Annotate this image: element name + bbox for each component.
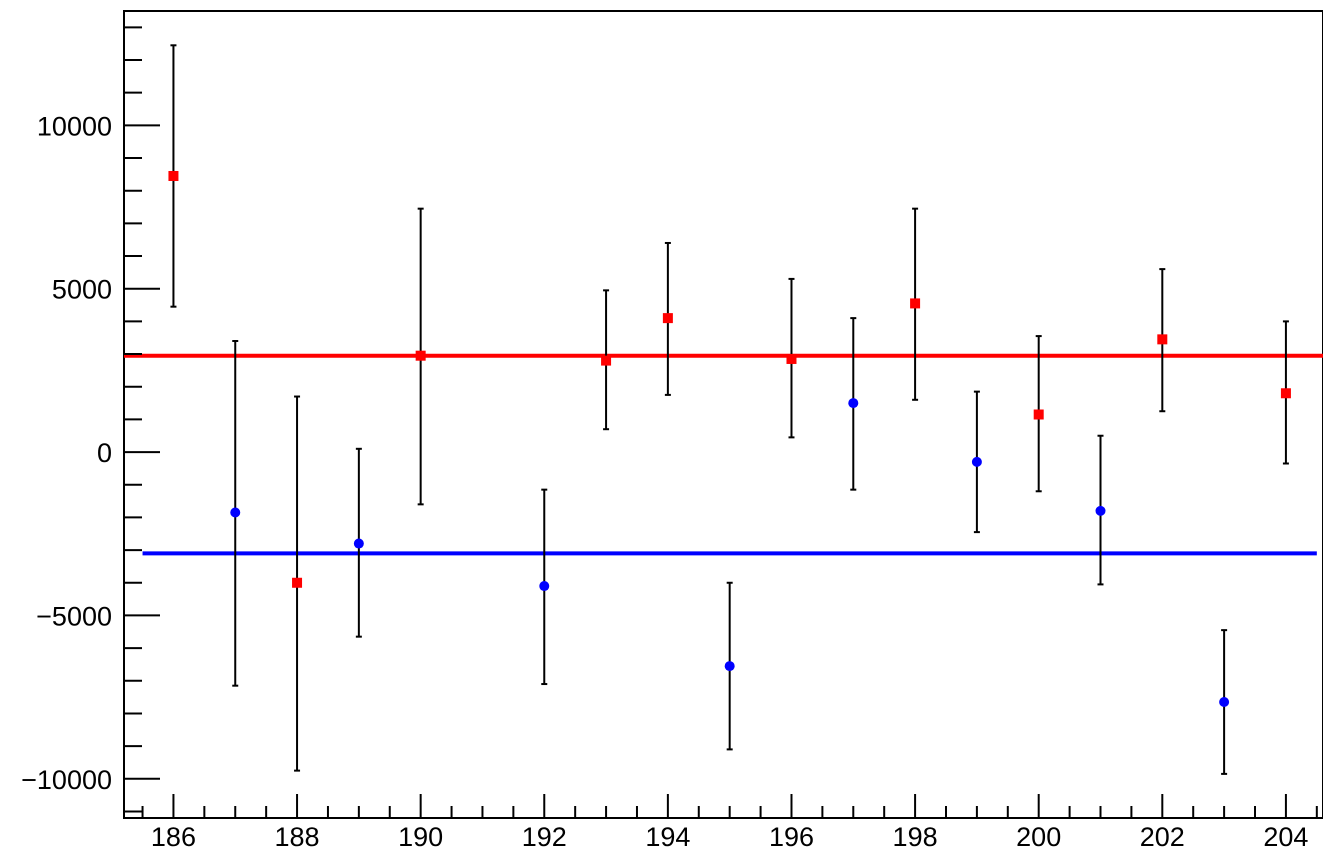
data-point (662, 313, 673, 324)
y-axis-tick-labels: −10000 −5000 0 5000 10000 (21, 111, 112, 794)
y-tick-label: −10000 (21, 765, 112, 795)
x-tick-label: 192 (522, 822, 567, 852)
data-point (1095, 505, 1106, 516)
x-tick-label: 196 (769, 822, 814, 852)
x-tick-label: 188 (275, 822, 320, 852)
plot-frame (123, 10, 1323, 819)
x-axis-tick-labels: 186 188 190 192 194 196 198 200 202 204 (151, 822, 1309, 852)
x-tick-label: 204 (1263, 822, 1308, 852)
data-point (1219, 697, 1230, 708)
y-tick-label: −5000 (36, 601, 112, 631)
data-point (292, 577, 303, 588)
y-axis-ticks (124, 26, 160, 813)
data-point (724, 661, 735, 672)
data-point (910, 298, 921, 309)
markers (168, 170, 1291, 708)
x-tick-label: 190 (398, 822, 443, 852)
x-tick-label: 200 (1016, 822, 1061, 852)
data-point (415, 350, 426, 361)
x-tick-label: 186 (151, 822, 196, 852)
x-tick-label: 202 (1140, 822, 1185, 852)
data-point (1280, 388, 1291, 399)
data-point (539, 581, 550, 592)
x-axis-ticks (141, 794, 1318, 818)
data-point (353, 538, 364, 549)
data-point (1157, 334, 1168, 345)
y-tick-label: 0 (97, 438, 112, 468)
data-point (786, 353, 797, 364)
reference-lines (124, 353, 1323, 556)
x-tick-label: 198 (893, 822, 938, 852)
y-tick-label: 5000 (52, 275, 112, 305)
x-tick-label: 194 (645, 822, 690, 852)
data-point (1033, 409, 1044, 420)
data-point (168, 170, 179, 181)
data-point (601, 355, 612, 366)
y-tick-label: 10000 (37, 111, 112, 141)
data-point (230, 507, 241, 518)
data-point (848, 398, 859, 409)
data-point (971, 456, 982, 467)
